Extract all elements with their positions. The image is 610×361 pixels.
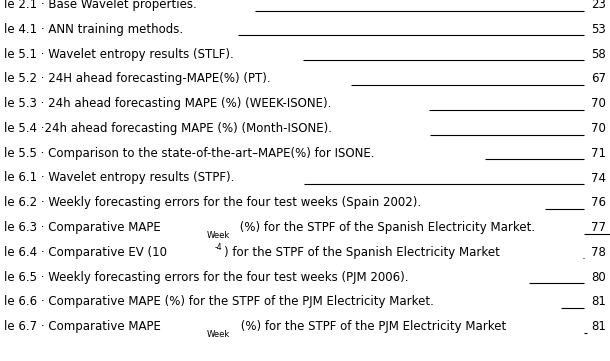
Text: 78: 78 xyxy=(591,246,606,259)
Text: le 6.1 · Wavelet entropy results (STPF).: le 6.1 · Wavelet entropy results (STPF). xyxy=(4,171,234,184)
Text: le 6.2 · Weekly forecasting errors for the four test weeks (Spain 2002).: le 6.2 · Weekly forecasting errors for t… xyxy=(4,196,421,209)
Text: (%) for the STPF of the Spanish Electricity Market.: (%) for the STPF of the Spanish Electric… xyxy=(237,221,536,234)
Text: 71: 71 xyxy=(591,147,606,160)
Text: 67: 67 xyxy=(591,72,606,85)
Text: le 6.6 · Comparative MAPE (%) for the STPF of the PJM Electricity Market.: le 6.6 · Comparative MAPE (%) for the ST… xyxy=(4,295,434,308)
Text: Week: Week xyxy=(206,330,230,339)
Text: ) for the STPF of the Spanish Electricity Market: ) for the STPF of the Spanish Electricit… xyxy=(224,246,500,259)
Text: le 6.3 · Comparative MAPE: le 6.3 · Comparative MAPE xyxy=(4,221,161,234)
Text: Week: Week xyxy=(206,231,229,240)
Text: le 6.5 · Weekly forecasting errors for the four test weeks (PJM 2006).: le 6.5 · Weekly forecasting errors for t… xyxy=(4,271,409,284)
Text: 58: 58 xyxy=(591,48,606,61)
Text: -4: -4 xyxy=(214,243,222,252)
Text: 76: 76 xyxy=(591,196,606,209)
Text: 81: 81 xyxy=(591,320,606,333)
Text: 70: 70 xyxy=(591,122,606,135)
Text: 23: 23 xyxy=(591,0,606,11)
Text: le 6.7 · Comparative MAPE: le 6.7 · Comparative MAPE xyxy=(4,320,161,333)
Text: le 5.3 · 24h ahead forecasting MAPE (%) (WEEK-ISONE).: le 5.3 · 24h ahead forecasting MAPE (%) … xyxy=(4,97,331,110)
Text: 70: 70 xyxy=(591,97,606,110)
Text: le 2.1 · Base Wavelet properties.: le 2.1 · Base Wavelet properties. xyxy=(4,0,197,11)
Text: 80: 80 xyxy=(591,271,606,284)
Text: 77: 77 xyxy=(591,221,606,234)
Text: (%) for the STPF of the PJM Electricity Market: (%) for the STPF of the PJM Electricity … xyxy=(237,320,506,333)
Text: 74: 74 xyxy=(591,171,606,184)
Text: le 5.1 · Wavelet entropy results (STLF).: le 5.1 · Wavelet entropy results (STLF). xyxy=(4,48,234,61)
Text: le 5.4 ·24h ahead forecasting MAPE (%) (Month-ISONE).: le 5.4 ·24h ahead forecasting MAPE (%) (… xyxy=(4,122,332,135)
Text: 81: 81 xyxy=(591,295,606,308)
Text: 53: 53 xyxy=(591,23,606,36)
Text: le 5.2 · 24H ahead forecasting-MAPE(%) (PT).: le 5.2 · 24H ahead forecasting-MAPE(%) (… xyxy=(4,72,271,85)
Text: le 4.1 · ANN training methods.: le 4.1 · ANN training methods. xyxy=(4,23,183,36)
Text: le 6.4 · Comparative EV (10: le 6.4 · Comparative EV (10 xyxy=(4,246,167,259)
Text: le 5.5 · Comparison to the state-of-the-art–MAPE(%) for ISONE.: le 5.5 · Comparison to the state-of-the-… xyxy=(4,147,375,160)
